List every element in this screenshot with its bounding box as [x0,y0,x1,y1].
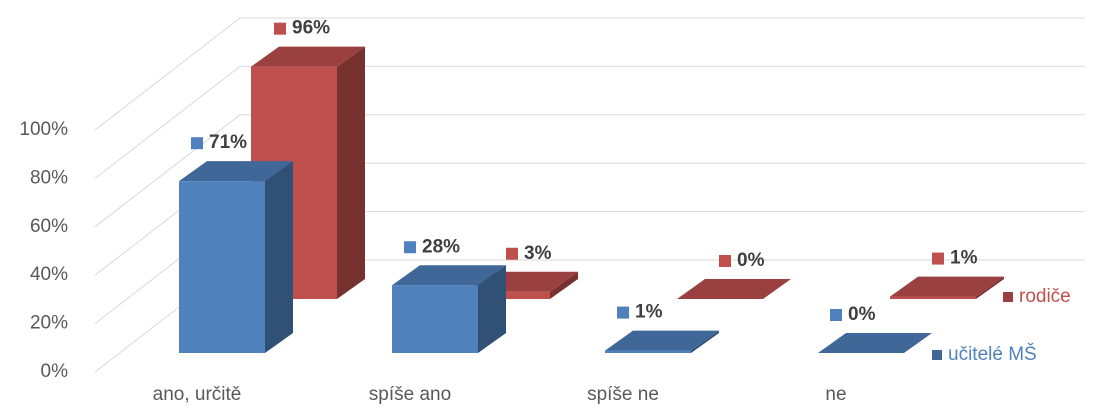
label-marker [274,22,286,35]
x-tick-label: ne [825,384,846,405]
y-tick-label: 40% [30,264,68,285]
x-tick-label: spíše ne [587,384,659,405]
bar-top [392,265,506,286]
bar-top [677,279,791,299]
legend-label: rodiče [1019,286,1071,307]
bar-side [691,330,719,353]
bar-side [550,271,578,299]
bar-top [818,333,932,353]
bar-top [890,276,1004,297]
data-label: 3% [524,243,552,264]
bar-side [337,46,365,300]
grid-line [94,17,1085,131]
grid-line [94,65,1085,179]
y-tick-label: 20% [30,313,68,334]
legend-label: učitelé MŠ [948,343,1037,365]
bar-side [976,276,1004,299]
bar-top [605,330,719,351]
data-label: 96% [292,18,330,39]
data-label: 0% [737,250,765,271]
label-marker [932,252,944,265]
bar-side [478,265,506,353]
bar-top [251,46,365,67]
data-label: 1% [635,302,663,323]
label-marker [506,247,518,260]
bar-top [179,161,293,182]
data-label: 71% [209,132,247,153]
bar [392,285,478,353]
legend-marker [1003,292,1013,302]
grid-line [94,114,1085,228]
bar [890,296,976,299]
label-marker [191,137,203,150]
x-tick-label: ano, určitě [153,384,242,405]
legend-marker [932,350,942,360]
x-tick-label: spíše ano [369,384,451,405]
bar [605,350,691,353]
data-label: 28% [422,236,460,257]
label-marker [404,241,416,254]
data-label: 1% [950,248,978,269]
label-marker [830,309,842,321]
data-label: 0% [848,304,876,325]
bar [464,291,550,299]
bar-side [265,161,293,353]
y-tick-label: 100% [19,119,68,140]
y-tick-label: 60% [30,216,68,237]
label-marker [617,306,629,319]
y-tick-label: 80% [30,167,68,188]
y-tick-label: 0% [41,361,69,382]
label-marker [719,255,731,267]
bar [179,181,265,353]
